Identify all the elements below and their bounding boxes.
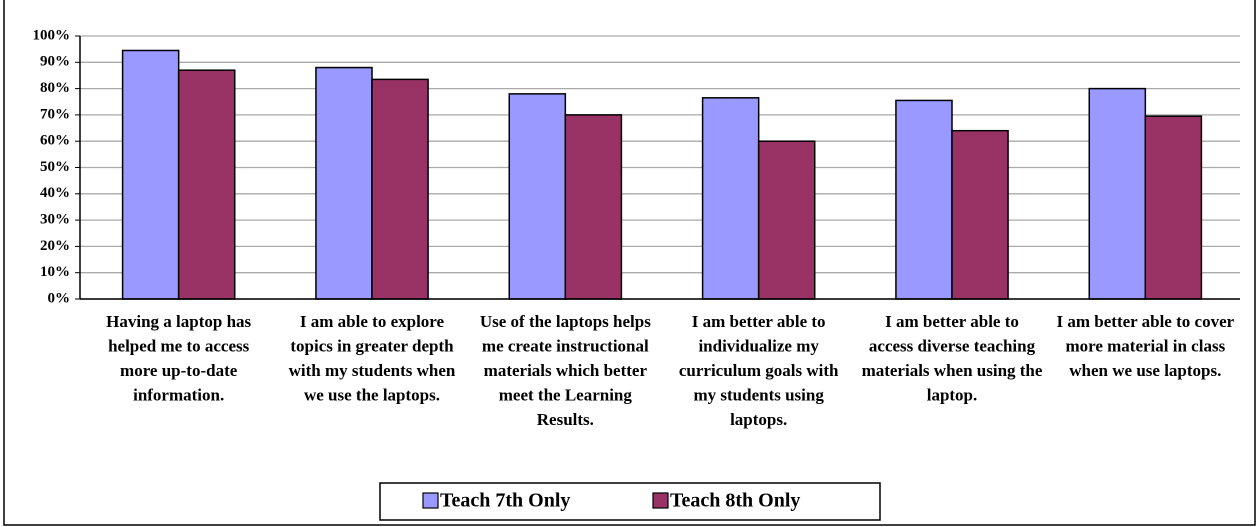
bar (177, 69, 236, 300)
y-tick-label: 90% (40, 54, 70, 70)
x-tick-label: Having a laptop has helped me to access mo… (106, 312, 251, 405)
bar (315, 66, 373, 300)
y-tick-label: 0% (48, 290, 71, 306)
bar (121, 49, 180, 300)
legend-label: Teach 7th Only (440, 490, 570, 512)
x-tick-label: I am better able to access diverse teachi… (862, 312, 1043, 405)
y-tick-label: 100% (33, 27, 71, 43)
bar (895, 99, 953, 300)
y-tick-label: 60% (40, 133, 70, 149)
legend-label: Teach 8th Only (670, 490, 800, 512)
legend-swatch (652, 492, 669, 509)
bar (757, 140, 816, 300)
x-tick-label: I am better able to cover more material i… (1057, 312, 1235, 380)
y-tick-label: 80% (40, 80, 70, 96)
y-tick-label: 50% (40, 159, 70, 175)
x-tick-label: Use of the laptops helps me create instru… (480, 312, 651, 429)
y-tick-label: 70% (40, 106, 70, 122)
x-tick-label: I am better able to individualize my curri… (679, 312, 839, 429)
bar (1088, 87, 1147, 300)
y-tick-label: 10% (40, 264, 70, 280)
bar (371, 78, 429, 300)
x-tick-label: I am able to explore topics in greater de… (289, 312, 456, 405)
bar (508, 93, 567, 300)
y-tick-label: 20% (40, 238, 70, 254)
bar (951, 129, 1009, 300)
bar (1144, 115, 1203, 300)
legend-box (379, 482, 881, 521)
bar (564, 114, 623, 300)
legend-swatch (422, 492, 439, 509)
y-tick-label: 40% (40, 185, 70, 201)
bar (701, 97, 760, 300)
y-tick-label: 30% (40, 212, 70, 228)
